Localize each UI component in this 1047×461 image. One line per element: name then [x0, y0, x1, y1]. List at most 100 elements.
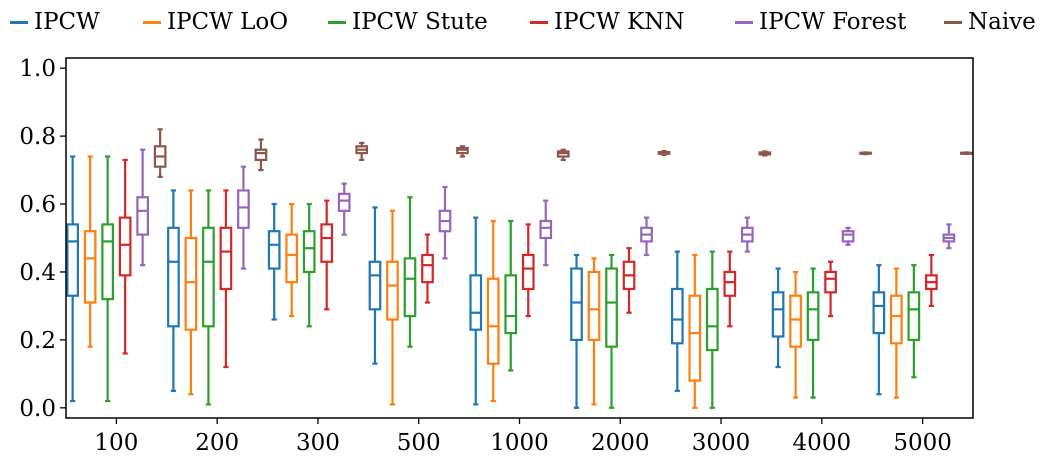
y-tick-label: 0.6	[19, 192, 56, 218]
x-tick-label: 200	[195, 430, 239, 456]
legend-label: IPCW Stute	[352, 9, 488, 35]
y-tick-label: 0.4	[19, 260, 56, 286]
box-body	[368, 260, 382, 311]
box-ipcw-forest-3000	[740, 216, 754, 253]
legend-label: IPCW	[34, 9, 100, 35]
box-body	[605, 267, 618, 348]
box-ipcw-forest-2000	[640, 216, 653, 257]
box-ipcw-loo-5000	[890, 267, 903, 399]
box-ipcw-500	[368, 206, 382, 365]
box-body	[167, 226, 180, 328]
box-ipcw-forest-300	[337, 182, 351, 236]
box-ipcw-knn-300	[320, 199, 334, 311]
x-tick-label: 3000	[692, 430, 751, 456]
box-ipcw-loo-2000	[587, 257, 601, 406]
box-body	[789, 294, 802, 348]
box-ipcw-4000	[771, 267, 785, 369]
x-tick-label: 5000	[893, 430, 952, 456]
box-body	[890, 294, 903, 345]
box-ipcw-knn-1000	[521, 223, 535, 318]
y-tick-label: 0.8	[19, 124, 56, 150]
box-body	[136, 196, 149, 236]
y-tick-label: 0.0	[19, 396, 56, 422]
box-ipcw-knn-3000	[723, 250, 737, 328]
box-naive-5000	[960, 151, 973, 155]
legend-swatch	[530, 20, 548, 24]
box-body	[907, 291, 921, 341]
box-ipcw-forest-200	[237, 165, 250, 270]
box-ipcw-forest-5000	[942, 223, 956, 250]
box-ipcw-stute-500	[403, 196, 417, 348]
box-naive-1000	[556, 148, 570, 161]
box-body	[403, 257, 417, 318]
y-tick-label: 1.0	[19, 56, 56, 82]
legend: IPCW IPCW LoO IPCW Stute IPCW KNN IPCW Fores…	[0, 4, 1047, 40]
box-body	[670, 287, 684, 345]
box-naive-4000	[859, 151, 872, 156]
box-ipcw-5000	[872, 264, 886, 396]
box-body	[101, 223, 114, 301]
legend-item: IPCW Stute	[328, 4, 488, 40]
box-body	[267, 230, 281, 270]
box-ipcw-forest-1000	[539, 199, 553, 267]
box-ipcw-3000	[670, 250, 684, 392]
legend-item: IPCW Forest	[735, 4, 906, 40]
legend-swatch	[143, 20, 161, 24]
box-body	[254, 148, 268, 161]
box-body	[587, 270, 601, 341]
box-ipcw-loo-300	[285, 202, 299, 318]
box-body	[539, 219, 553, 240]
box-body	[504, 274, 518, 335]
box-body	[521, 253, 535, 291]
box-body	[386, 260, 399, 321]
box-naive-500	[456, 145, 469, 158]
box-body	[824, 270, 837, 294]
box-ipcw-stute-5000	[907, 264, 921, 379]
box-body	[237, 189, 250, 229]
box-body	[302, 230, 316, 274]
box-body	[486, 277, 500, 365]
box-body	[184, 236, 198, 331]
box-body	[118, 216, 132, 277]
box-body	[723, 270, 737, 297]
box-naive-300	[355, 141, 369, 161]
box-body	[202, 226, 215, 328]
box-ipcw-2000	[570, 253, 583, 409]
box-ipcw-knn-500	[421, 233, 434, 304]
box-ipcw-knn-200	[219, 189, 233, 369]
box-body	[705, 287, 719, 352]
box-body	[83, 230, 97, 304]
box-ipcw-stute-3000	[705, 250, 719, 409]
legend-item: Naive	[944, 4, 1036, 40]
box-body	[421, 253, 434, 284]
box-body	[570, 267, 583, 341]
box-body	[66, 223, 79, 297]
box-ipcw-1000	[469, 216, 483, 406]
box-ipcw-knn-5000	[925, 253, 938, 308]
x-tick-label: 300	[296, 430, 340, 456]
box-ipcw-loo-200	[184, 189, 198, 396]
box-ipcw-stute-2000	[605, 253, 618, 409]
legend-swatch	[10, 20, 28, 24]
box-body	[337, 192, 351, 212]
box-ipcw-knn-2000	[622, 247, 636, 314]
box-body	[688, 294, 702, 382]
y-tick-label: 0.2	[19, 328, 56, 354]
box-ipcw-stute-100	[101, 155, 114, 403]
legend-item: IPCW	[10, 4, 100, 40]
box-ipcw-stute-300	[302, 202, 316, 328]
x-tick-label: 100	[94, 430, 138, 456]
box-naive-2000	[657, 149, 671, 156]
legend-swatch	[735, 20, 753, 24]
legend-swatch	[328, 20, 346, 24]
legend-label: IPCW KNN	[554, 9, 685, 35]
x-tick-label: 4000	[793, 430, 852, 456]
legend-label: Naive	[968, 9, 1036, 35]
box-ipcw-loo-3000	[688, 253, 702, 409]
box-ipcw-loo-1000	[486, 219, 500, 403]
box-body	[469, 274, 483, 331]
legend-item: IPCW KNN	[530, 4, 685, 40]
box-body	[771, 291, 785, 338]
x-tick-label: 1000	[490, 430, 549, 456]
box-naive-200	[254, 138, 268, 172]
